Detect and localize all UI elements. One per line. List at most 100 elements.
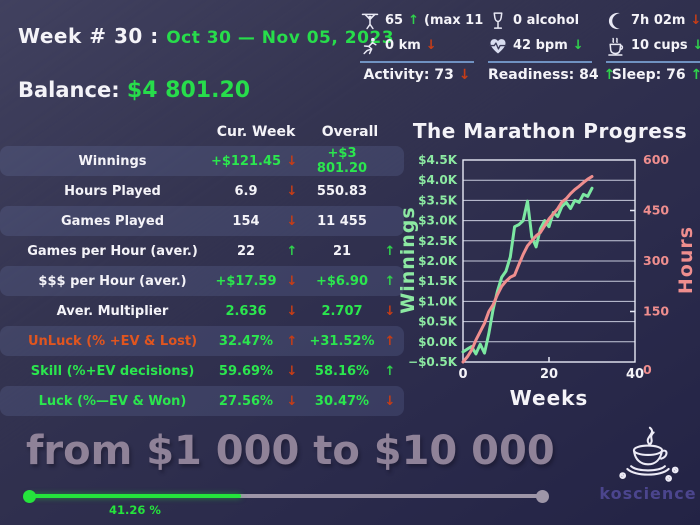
moon-icon <box>608 12 620 29</box>
health-metric-row: 0 km ↓ <box>360 33 474 58</box>
metric-value: 0 km <box>385 38 421 53</box>
stat-overall-value: 550.83 <box>316 183 368 199</box>
svg-text:450: 450 <box>643 203 669 218</box>
coffee-logo-icon <box>619 426 679 482</box>
brand-logo: koscience <box>596 424 700 503</box>
svg-text:40: 40 <box>626 367 644 382</box>
down-arrow-icon: ↓ <box>286 153 298 169</box>
svg-text:300: 300 <box>643 253 669 268</box>
svg-text:$0.0K: $0.0K <box>418 335 458 349</box>
health-metric-row: 7h 02m ↓ <box>606 8 700 33</box>
stat-label: Aver. Multiplier <box>56 303 169 319</box>
balance-heading: Balance: $4 801.20 <box>18 78 250 103</box>
svg-text:$0.5K: $0.5K <box>418 315 458 329</box>
divider <box>606 61 700 63</box>
table-row: Games per Hour (aver.) 22 ↑ 21 ↑ <box>0 236 404 266</box>
stat-cur-week-value: +$17.59 <box>215 273 277 289</box>
svg-text:$3.0K: $3.0K <box>418 214 458 228</box>
chart-title: The Marathon Progress <box>412 119 688 143</box>
wine-icon <box>493 11 503 29</box>
goal-text: from $1 000 to $10 000 <box>26 428 555 474</box>
stat-cur-week-value: 59.69% <box>218 363 274 379</box>
chart-plot: $4.5K $4.0K $3.5K $3.0K $2.5K $2.0K $1.5K $1.0K… <box>408 152 669 382</box>
table-row: Aver. Multiplier 2.636 ↓ 2.707 ↓ <box>0 296 404 326</box>
stat-overall-value: +$3 801.20 <box>316 146 368 176</box>
up-arrow-icon: ↑ <box>384 333 396 349</box>
down-arrow-icon: ↓ <box>286 363 298 379</box>
balance-value: $4 801.20 <box>126 78 251 103</box>
stat-label: Hours Played <box>64 183 161 199</box>
summary-text: Readiness: 84 <box>488 67 599 83</box>
table-row: Skill (%+EV decisions) 59.69% ↓ 58.16% ↑ <box>0 356 404 386</box>
table-row: Games Played 154 ↓ 11 455 <box>0 206 404 236</box>
health-column-activity: 65 ↑ (max 11 0 km ↓ Activity: 73 ↓ <box>360 8 483 83</box>
pullup-icon <box>361 13 379 29</box>
svg-text:$3.5K: $3.5K <box>418 193 458 207</box>
metric-value: 10 cups <box>631 38 688 53</box>
brand-name: koscience <box>599 484 697 503</box>
stat-cur-week-value: 32.47% <box>218 333 274 349</box>
goal-progress-bar <box>23 489 549 503</box>
stat-overall-value: 58.16% <box>314 363 370 379</box>
down-arrow-icon: ↓ <box>572 38 584 53</box>
stat-label: Skill (%+EV decisions) <box>30 363 195 379</box>
stat-cur-week-value: 2.636 <box>225 303 267 319</box>
divider <box>360 61 474 63</box>
stat-cur-week-value: 154 <box>232 213 260 229</box>
x-axis-label-weeks: Weeks <box>509 386 589 410</box>
stat-cur-week-value: +$121.45 <box>210 153 282 169</box>
y-axis-label-winnings: Winnings <box>397 206 419 314</box>
health-summary: Sleep: 76 ↑ <box>606 67 700 83</box>
stat-overall-value: 30.47% <box>314 393 370 409</box>
heart-icon <box>489 38 507 53</box>
summary-text: Sleep: 76 <box>611 67 686 83</box>
table-row: Hours Played 6.9 ↓ 550.83 <box>0 176 404 206</box>
health-metrics-panel: 65 ↑ (max 11 0 km ↓ Activity: 73 ↓ 0 alcohol 42… <box>360 8 700 83</box>
table-row: $$$ per Hour (aver.) +$17.59 ↓ +$6.90 ↑ <box>0 266 404 296</box>
down-arrow-icon: ↓ <box>384 393 396 409</box>
health-metric-row: 42 bpm ↓ <box>488 33 592 58</box>
up-arrow-icon: ↑ <box>384 273 396 289</box>
svg-text:−$0.5K: −$0.5K <box>408 355 458 369</box>
stat-label: UnLuck (% +EV & Lost) <box>27 333 198 349</box>
stat-cur-week-value: 6.9 <box>234 183 258 199</box>
svg-text:$4.5K: $4.5K <box>418 153 458 167</box>
down-arrow-icon: ↓ <box>286 273 298 289</box>
health-metric-row: 10 cups ↓ <box>606 33 700 58</box>
down-arrow-icon: ↓ <box>286 303 298 319</box>
up-arrow-icon: ↑ <box>690 67 700 83</box>
health-column-readiness: 0 alcohol 42 bpm ↓ Readiness: 84 ↑ <box>488 8 615 83</box>
health-metric-row: 0 alcohol <box>488 8 592 33</box>
date-range: Oct 30 — Nov 05, 2023 <box>166 28 395 48</box>
goal-progress-fill <box>28 494 241 498</box>
svg-text:0: 0 <box>643 362 652 377</box>
svg-text:$1.5K: $1.5K <box>418 274 458 288</box>
week-heading: Week # 30 : Oct 30 — Nov 05, 2023 <box>18 24 394 48</box>
up-arrow-icon: ↑ <box>384 363 396 379</box>
down-arrow-icon: ↓ <box>286 393 298 409</box>
runner-icon <box>363 37 377 54</box>
svg-text:$2.0K: $2.0K <box>418 254 458 268</box>
down-arrow-icon: ↓ <box>425 38 437 53</box>
coffee-icon <box>608 37 624 56</box>
up-arrow-icon: ↑ <box>286 243 298 259</box>
health-metric-row: 65 ↑ (max 11 <box>360 8 483 33</box>
table-row: UnLuck (% +EV & Lost) 32.47% ↑ +31.52% ↑ <box>0 326 404 356</box>
up-arrow-icon: ↑ <box>286 333 298 349</box>
col-header-cur-week: Cur. Week <box>216 124 296 140</box>
progress-start-knob <box>23 489 36 503</box>
up-arrow-icon: ↑ <box>603 67 616 83</box>
metric-value: 65 <box>385 13 404 28</box>
divider <box>488 61 592 63</box>
stat-cur-week-value: 22 <box>236 243 256 259</box>
down-arrow-icon: ↓ <box>690 13 700 28</box>
table-header-row: Cur. Week Overall <box>210 118 404 146</box>
metric-extra: (max 11 <box>424 13 484 28</box>
col-header-overall: Overall <box>321 124 379 140</box>
stat-label: Luck (%—EV & Won) <box>38 393 187 409</box>
down-arrow-icon: ↓ <box>286 213 298 229</box>
marathon-progress-chart: The Marathon Progress $4.5K $4.0K $3.5K $3.… <box>397 114 700 420</box>
y-axis-label-hours: Hours <box>675 225 697 295</box>
health-summary: Activity: 73 ↓ <box>360 67 474 83</box>
progress-percent-label: 41.26 % <box>109 503 161 517</box>
